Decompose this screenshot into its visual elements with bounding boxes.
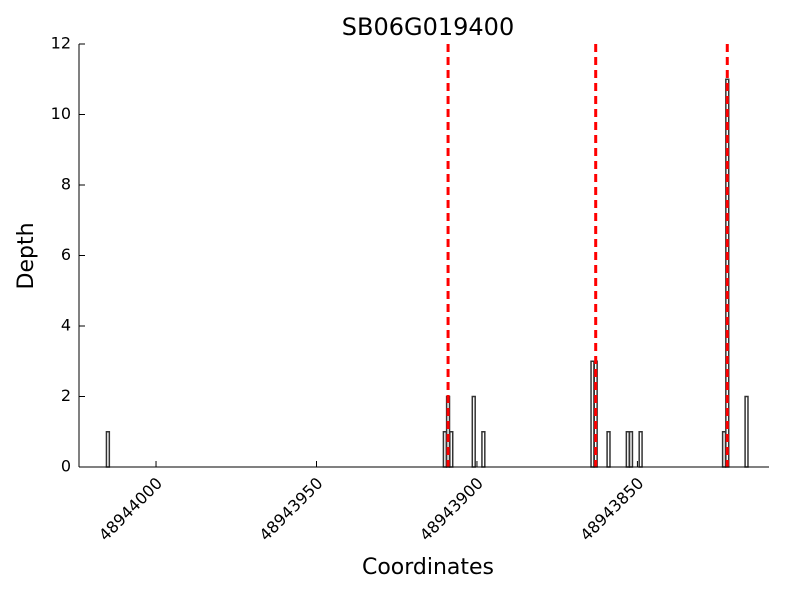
bar — [481, 431, 486, 468]
x-tick-label: 48943950 — [255, 474, 326, 545]
x-tick-label: 48944000 — [95, 474, 166, 545]
bar — [606, 431, 611, 468]
bar — [638, 431, 643, 468]
bar — [721, 431, 727, 468]
bar — [744, 395, 749, 468]
chart-title: SB06G019400 — [342, 13, 514, 41]
bar — [628, 431, 634, 468]
bar — [625, 431, 630, 468]
y-tick-label: 8 — [61, 175, 71, 194]
y-tick-label: 6 — [61, 245, 71, 264]
y-tick-label: 0 — [61, 457, 71, 476]
bar — [445, 395, 451, 468]
x-tick-label: 48943850 — [576, 474, 647, 545]
bar — [590, 360, 595, 468]
bar — [105, 431, 111, 468]
y-axis-label: Depth — [14, 222, 39, 289]
bar — [442, 431, 448, 468]
bar — [449, 431, 454, 468]
x-tick-label: 48943900 — [416, 474, 487, 545]
y-tick-label: 2 — [61, 386, 71, 405]
x-axis-label: Coordinates — [362, 555, 494, 580]
y-tick-label: 10 — [51, 104, 71, 123]
y-tick-label: 4 — [61, 316, 71, 335]
bar — [471, 395, 476, 468]
y-tick-label: 12 — [51, 34, 71, 53]
